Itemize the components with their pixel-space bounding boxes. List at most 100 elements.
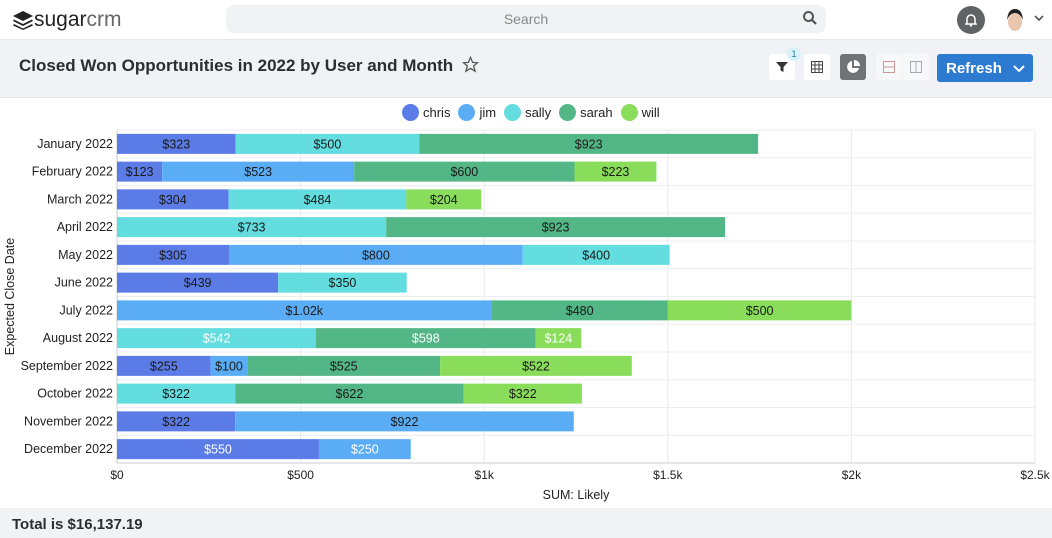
chart-view-button[interactable] [840, 54, 866, 80]
page-title: Closed Won Opportunities in 2022 by User… [19, 56, 454, 75]
y-tick-label: August 2022 [43, 331, 113, 345]
legend-label: jim [479, 105, 497, 120]
pie-chart-icon [847, 60, 860, 73]
search-placeholder: Search [503, 11, 549, 27]
legend-dot [458, 104, 476, 121]
data-label: $484 [304, 193, 332, 207]
bar-jim [318, 439, 411, 460]
data-label: $923 [542, 221, 570, 235]
data-label: $304 [159, 193, 187, 207]
data-label: $922 [391, 415, 419, 429]
bar-will [440, 355, 632, 376]
data-label: $439 [184, 276, 212, 290]
x-tick-label: $2k [842, 468, 862, 482]
legend-item-sarah[interactable]: sarah [559, 104, 613, 121]
y-tick-label: May 2022 [58, 248, 113, 262]
bar-will [535, 328, 582, 349]
data-label: $480 [566, 304, 594, 318]
legend-item-will[interactable]: will [620, 104, 660, 121]
vertical-split-button[interactable] [903, 54, 929, 80]
logo-text: sugar [34, 8, 87, 31]
stack-logo-icon [13, 11, 33, 30]
total-footer: Total is $16,137.19 [0, 508, 1052, 538]
bar-sally [522, 244, 670, 265]
legend-label: will [641, 105, 660, 120]
bar-jim [117, 300, 492, 321]
legend-item-sally[interactable]: sally [504, 104, 551, 121]
y-axis-title: Expected Close Date [3, 238, 17, 355]
bar-sally [235, 133, 420, 154]
bar-chris [117, 189, 229, 210]
logo-text-sub: crm [86, 8, 122, 31]
star-icon[interactable] [462, 56, 479, 73]
bar-chris [117, 133, 236, 154]
data-label: $124 [544, 332, 572, 346]
data-label: $223 [602, 165, 630, 179]
bar-jim [228, 244, 523, 265]
data-label: $322 [509, 387, 537, 401]
search-icon[interactable] [802, 10, 818, 26]
dashlet-header: Closed Won Opportunities in 2022 by User… [0, 40, 1052, 98]
refresh-button[interactable]: Refresh [937, 54, 1033, 82]
bar-chris [117, 355, 211, 376]
stacked-bar-chart: $0 $500 $1k $1.5k $2k $2.5k January 2022 $323 $5… [3, 129, 1051, 502]
data-label: $322 [162, 387, 190, 401]
data-label: $250 [351, 443, 379, 457]
legend-label: chris [423, 105, 451, 120]
refresh-label: Refresh [946, 59, 1002, 77]
data-label: $322 [162, 415, 190, 429]
data-label: $1.02k [286, 304, 324, 318]
legend-item-chris[interactable]: chris [402, 104, 450, 121]
bar-sarah [316, 328, 536, 349]
bar-sarah [491, 300, 668, 321]
chart-legend: chris jim sally sarah will [402, 104, 660, 121]
x-tick-label: $2.5k [1020, 468, 1050, 482]
total-text: Total is $16,137.19 [12, 516, 143, 533]
data-label: $323 [162, 137, 190, 151]
split-horizontal-icon [883, 61, 895, 73]
y-tick-label: July 2022 [59, 303, 113, 317]
y-tick-label: September 2022 [21, 359, 113, 373]
bar-chris [117, 272, 279, 293]
search-input[interactable]: Search [226, 5, 826, 33]
bar-chris [117, 161, 163, 182]
y-tick-label: October 2022 [37, 387, 113, 401]
data-label: $255 [150, 359, 178, 373]
data-label: $500 [746, 304, 774, 318]
data-label: $123 [126, 165, 154, 179]
split-vertical-icon [910, 61, 922, 73]
x-tick-label: $0 [110, 468, 124, 482]
bar-sally [278, 272, 407, 293]
legend-label: sarah [580, 105, 613, 120]
bar-will [463, 383, 582, 404]
user-photo-icon [1002, 6, 1028, 34]
bar-jim [235, 411, 574, 432]
chevron-down-icon[interactable] [1033, 13, 1045, 23]
bar-sarah [235, 383, 464, 404]
y-tick-label: April 2022 [57, 220, 113, 234]
notifications-button[interactable] [957, 6, 985, 34]
legend-dot [620, 104, 638, 121]
y-tick-label: March 2022 [47, 192, 113, 206]
bar-jim [162, 161, 355, 182]
data-label: $204 [430, 193, 458, 207]
bar-sarah [247, 355, 441, 376]
table-view-button[interactable] [804, 54, 830, 80]
grid-icon [811, 61, 823, 73]
sugarcrm-logo[interactable]: sugar crm [12, 8, 122, 32]
legend-item-jim[interactable]: jim [458, 104, 496, 121]
y-tick-label: June 2022 [55, 276, 113, 290]
data-label: $525 [330, 359, 358, 373]
legend-dot [504, 104, 522, 121]
data-label: $923 [575, 137, 603, 151]
filter-icon [776, 62, 788, 72]
data-label: $523 [244, 165, 272, 179]
bar-sally [117, 383, 236, 404]
horizontal-split-button[interactable] [876, 54, 902, 80]
filter-count-badge: 1 [787, 47, 801, 61]
data-label: $733 [238, 221, 266, 235]
chevron-down-icon[interactable] [1011, 60, 1027, 76]
user-avatar[interactable] [1002, 6, 1028, 34]
data-label: $305 [159, 248, 187, 262]
bar-chris [117, 244, 229, 265]
